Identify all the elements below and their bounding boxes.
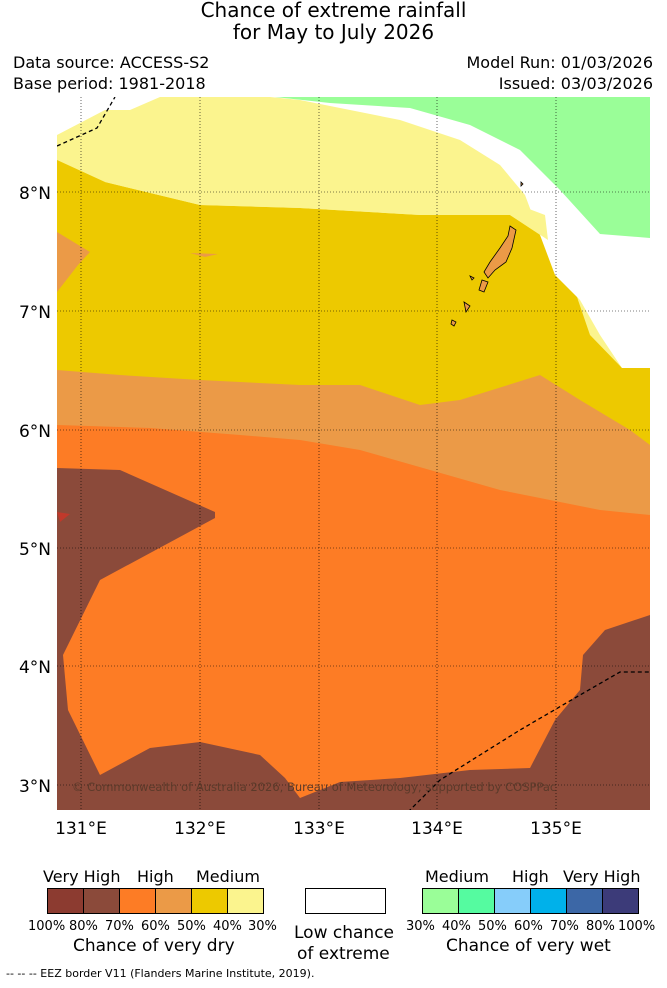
low-chance-line2: of extreme bbox=[297, 944, 390, 964]
wet-swatch bbox=[566, 888, 603, 914]
dry-swatch bbox=[155, 888, 192, 914]
dry-swatch bbox=[83, 888, 120, 914]
lat-label: 6°N bbox=[19, 422, 51, 442]
low-chance-line1: Low chance bbox=[294, 923, 394, 943]
wet-caption: Chance of very wet bbox=[446, 936, 611, 956]
eez-border-south bbox=[409, 671, 650, 810]
zone-50-patch-west bbox=[57, 232, 90, 292]
longitude-labels: 131°E 132°E 133°E 134°E 135°E bbox=[55, 819, 582, 839]
zone-low-nw bbox=[57, 97, 160, 135]
dry-scale-label: 40% bbox=[213, 919, 242, 934]
dry-caption: Chance of very dry bbox=[73, 936, 235, 956]
issued-label: Issued: 03/03/2026 bbox=[498, 74, 653, 93]
graticule bbox=[57, 97, 650, 810]
map-area bbox=[57, 97, 650, 810]
dry-scale-label: 30% bbox=[248, 919, 277, 934]
palau-islands bbox=[450, 181, 524, 327]
lat-label: 4°N bbox=[19, 658, 51, 678]
map-title-line1: Chance of extreme rainfall bbox=[200, 0, 467, 22]
dry-level-high: High bbox=[137, 867, 174, 886]
eez-footnote: -- -- -- EEZ border V11 (Flanders Marine… bbox=[6, 967, 315, 980]
dry-swatch bbox=[191, 888, 228, 914]
lat-label: 7°N bbox=[19, 303, 51, 323]
data-source-label: Data source: ACCESS-S2 bbox=[13, 53, 210, 72]
zone-50-patch-center bbox=[190, 253, 218, 257]
dry-level-very-high: Very High bbox=[43, 867, 121, 886]
eez-border-north bbox=[57, 97, 116, 147]
dry-scale-label: 100% bbox=[28, 919, 66, 934]
wet-swatch bbox=[422, 888, 459, 914]
dry-swatch bbox=[119, 888, 156, 914]
dry-level-medium: Medium bbox=[196, 867, 260, 886]
wet-swatch bbox=[494, 888, 531, 914]
wet-scale-label: 80% bbox=[586, 919, 615, 934]
lon-label: 134°E bbox=[411, 819, 463, 839]
lat-label: 3°N bbox=[19, 777, 51, 797]
lon-label: 133°E bbox=[293, 819, 345, 839]
wet-scale-label: 70% bbox=[550, 919, 579, 934]
wet-scale-label: 100% bbox=[618, 919, 656, 934]
wet-level-medium: Medium bbox=[425, 867, 489, 886]
wet-scale-label: 30% bbox=[406, 919, 435, 934]
wet-scale-label: 40% bbox=[442, 919, 471, 934]
base-period-label: Base period: 1981-2018 bbox=[13, 74, 206, 93]
latitude-labels: 8°N 7°N 6°N 5°N 4°N 3°N bbox=[19, 184, 51, 797]
copyright-text: © Commonwealth of Australia 2026, Bureau… bbox=[72, 780, 556, 794]
wet-scale-label: 50% bbox=[478, 919, 507, 934]
wet-level-very-high: Very High bbox=[563, 867, 641, 886]
dry-scale-label: 80% bbox=[69, 919, 98, 934]
low-chance-swatch bbox=[305, 888, 386, 914]
wet-swatch bbox=[602, 888, 639, 914]
zone-70-80 bbox=[57, 468, 650, 810]
dry-scale-label: 50% bbox=[177, 919, 206, 934]
wet-level-high: High bbox=[512, 867, 549, 886]
lon-label: 132°E bbox=[174, 819, 226, 839]
dry-scale-label: 70% bbox=[105, 919, 134, 934]
lat-label: 5°N bbox=[19, 540, 51, 560]
lon-label: 131°E bbox=[55, 819, 107, 839]
wet-swatch bbox=[458, 888, 495, 914]
lon-label: 135°E bbox=[530, 819, 582, 839]
map-title-line2: for May to July 2026 bbox=[232, 20, 435, 44]
zone-30-upper bbox=[105, 110, 548, 240]
zone-80-patch bbox=[57, 512, 70, 522]
zone-low bbox=[57, 97, 650, 368]
lat-label: 8°N bbox=[19, 184, 51, 204]
zone-wet-30 bbox=[275, 97, 650, 238]
model-run-label: Model Run: 01/03/2026 bbox=[466, 53, 654, 72]
dry-scale-label: 60% bbox=[141, 919, 170, 934]
wet-swatch bbox=[530, 888, 567, 914]
wet-scale-label: 60% bbox=[514, 919, 543, 934]
dry-swatch bbox=[227, 888, 264, 914]
dry-swatch bbox=[47, 888, 84, 914]
